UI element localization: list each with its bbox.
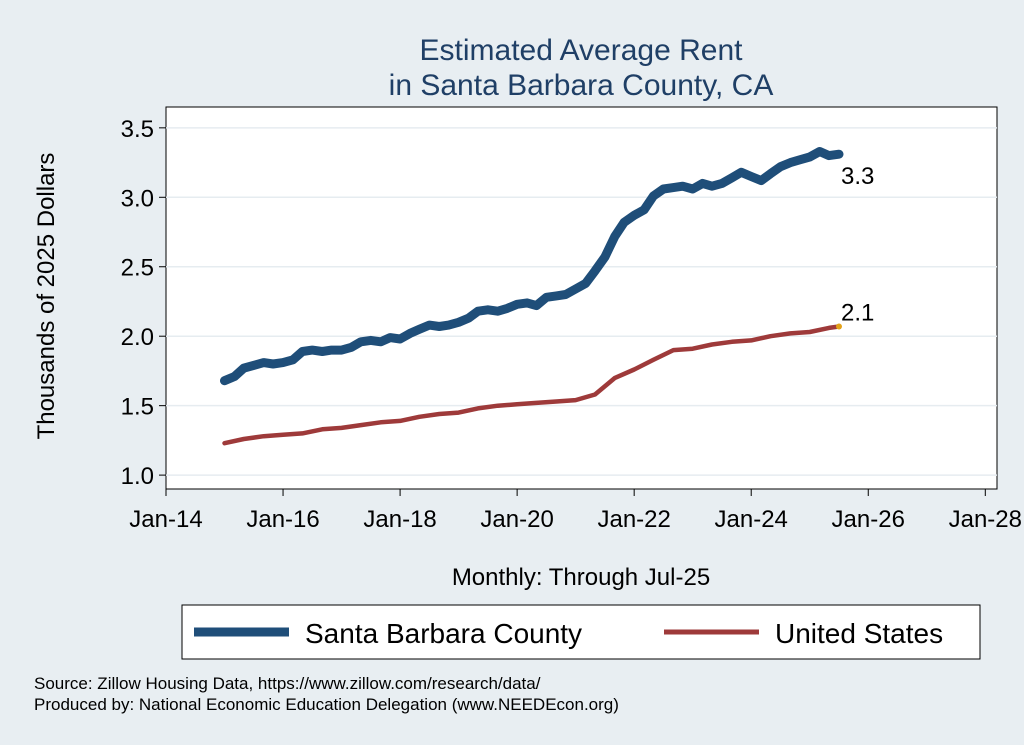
x-tick-label: Jan-26 <box>832 506 905 533</box>
x-tick-label: Jan-18 <box>363 506 436 533</box>
y-tick-label: 3.0 <box>121 185 154 212</box>
x-tick-label: Jan-28 <box>949 506 1022 533</box>
y-tick-label: 1.5 <box>121 394 154 421</box>
series-end-label: 3.3 <box>841 163 874 190</box>
legend-label-santa-barbara: Santa Barbara County <box>305 618 582 649</box>
series-end-label: 2.1 <box>841 299 874 326</box>
y-axis-title: Thousands of 2025 Dollars <box>33 153 60 440</box>
y-axis: 1.0 1.5 2.0 2.5 3.0 3.5 <box>121 116 166 490</box>
x-axis: Jan-14 Jan-16 Jan-18 Jan-20 Jan-22 Jan-24 Jan-… <box>129 489 1022 533</box>
legend: Santa Barbara County United States <box>181 604 981 660</box>
x-tick-label: Jan-14 <box>129 506 202 533</box>
y-tick-label: 3.5 <box>121 116 154 143</box>
source-note: Source: Zillow Housing Data, https://www… <box>34 674 541 693</box>
y-tick-label: 1.0 <box>121 463 154 490</box>
legend-label-united-states: United States <box>775 618 943 649</box>
chart-title-line-2: in Santa Barbara County, CA <box>389 69 774 102</box>
gridlines <box>166 127 997 476</box>
series-line-santa-barbara <box>220 147 844 386</box>
x-tick-label: Jan-24 <box>715 506 788 533</box>
y-tick-label: 2.5 <box>121 255 154 282</box>
series-end-marker <box>835 323 842 330</box>
producer-note: Produced by: National Economic Education… <box>34 695 619 714</box>
chart-title-line-1: Estimated Average Rent <box>420 34 744 67</box>
x-tick-label: Jan-16 <box>246 506 319 533</box>
y-tick-label: 2.0 <box>121 324 154 351</box>
plot-area <box>165 106 998 490</box>
x-tick-label: Jan-20 <box>480 506 553 533</box>
legend-box <box>181 604 981 660</box>
x-axis-title: Monthly: Through Jul-25 <box>452 564 710 591</box>
series-line-united-states <box>222 324 842 446</box>
series-lines <box>220 147 844 446</box>
x-tick-label: Jan-22 <box>597 506 670 533</box>
end-labels: 3.3 2.1 <box>835 163 874 330</box>
